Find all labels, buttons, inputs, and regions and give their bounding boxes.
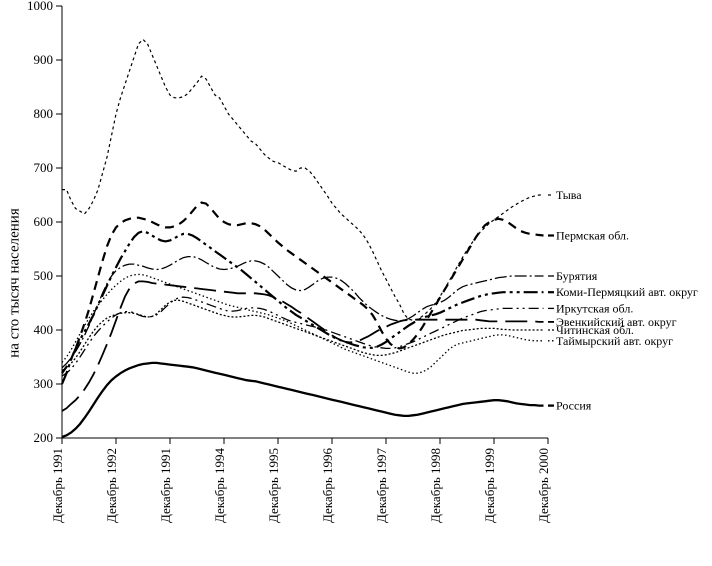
- svg-text:Декабрь 1991: Декабрь 1991: [158, 448, 173, 523]
- svg-text:Декабрь 1997: Декабрь 1997: [374, 448, 389, 523]
- series-Бурятия: [62, 257, 544, 368]
- series-label: Тыва: [556, 188, 582, 202]
- series-Пермская обл.: [62, 203, 544, 374]
- svg-text:1000: 1000: [27, 0, 53, 13]
- svg-text:800: 800: [34, 106, 54, 121]
- series-label: Россия: [556, 399, 592, 413]
- series-Коми-Пермяцкий авт. округ: [62, 231, 544, 384]
- series-label: Коми-Пермяцкий авт. округ: [556, 285, 698, 299]
- svg-text:Декабрь 1991: Декабрь 1991: [50, 448, 65, 523]
- svg-text:300: 300: [34, 376, 54, 391]
- chart-frame: на сто тысяч населения 20030040050060070…: [0, 0, 712, 566]
- series-Иркутская обл.: [62, 297, 544, 376]
- svg-text:Декабрь 1992: Декабрь 1992: [104, 448, 119, 523]
- series-label: Пермская обл.: [556, 229, 629, 243]
- svg-text:Декабрь 1999: Декабрь 1999: [482, 448, 497, 523]
- svg-text:Декабрь 2000: Декабрь 2000: [536, 448, 551, 523]
- svg-text:Декабрь 1995: Декабрь 1995: [266, 448, 281, 523]
- series-label: Бурятия: [556, 269, 598, 283]
- svg-text:Декабрь 1994: Декабрь 1994: [212, 448, 227, 523]
- series-label: Иркутская обл.: [556, 301, 633, 315]
- series-label: Таймырский авт. округ: [556, 334, 673, 348]
- series-Россия: [62, 363, 544, 437]
- svg-text:700: 700: [34, 160, 54, 175]
- series-Читинская обл.: [62, 300, 544, 370]
- svg-text:Декабрь 1998: Декабрь 1998: [428, 448, 443, 523]
- svg-text:600: 600: [34, 214, 54, 229]
- series-Тыва: [62, 40, 544, 321]
- svg-text:Декабрь 1996: Декабрь 1996: [320, 448, 335, 523]
- svg-text:400: 400: [34, 322, 54, 337]
- svg-text:500: 500: [34, 268, 54, 283]
- svg-text:200: 200: [34, 430, 54, 445]
- series-Таймырский авт. округ: [62, 274, 544, 373]
- chart-svg: 200 300 400 500 600 700 800 900 1000 Декабрь 1991…: [0, 0, 712, 566]
- svg-text:900: 900: [34, 52, 54, 67]
